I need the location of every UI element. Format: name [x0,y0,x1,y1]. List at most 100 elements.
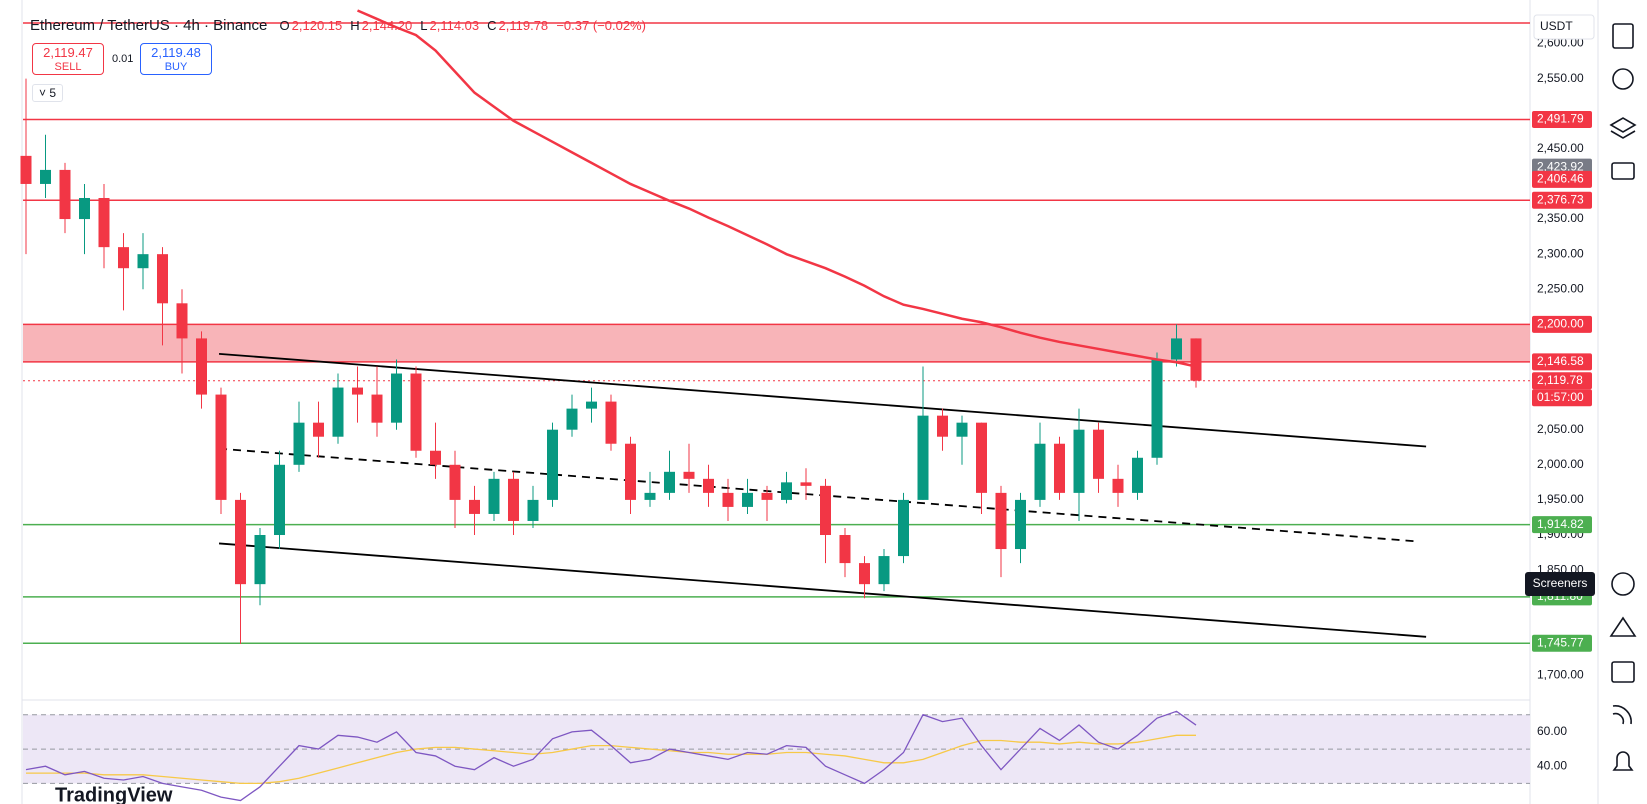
candle-body [878,556,890,585]
trendline [218,542,1427,638]
candle-body [469,499,480,514]
candle-body [20,155,32,184]
candle-body [40,169,51,184]
legend-header: Ethereum / TetherUS · 4h · Binance O 2,12… [30,17,648,34]
icon[interactable] [1611,162,1635,180]
icon[interactable] [1609,117,1637,139]
candle-body [79,197,90,220]
candle-body [488,478,500,514]
sell-price[interactable]: 2,119.47 [43,45,93,60]
candle-body [371,394,383,423]
candle-body [586,401,597,409]
candle-body [254,535,266,585]
indicators-toggle[interactable]: ˅ 5 [32,84,64,102]
right-toolbar [1609,23,1637,771]
price-tag-label: 2,200.00 [1537,317,1584,331]
candle-body [761,492,773,500]
icon[interactable] [1609,616,1637,637]
y-tick-label: 40.00 [1537,758,1567,772]
symbol: Ethereum / TetherUS · 4h · Binance [30,17,268,34]
price-tag-label: 2,423.92 [1537,159,1584,173]
price-tag-label: 2,491.79 [1537,112,1584,126]
candle-body [196,338,207,395]
y-tick-label: 2,450.00 [1537,141,1584,155]
price-tag [1532,170,1592,188]
candle-body [976,422,987,493]
candle-body [781,482,792,500]
ohlc-key: C [487,18,497,33]
candle-body [274,464,285,536]
candle-body [352,387,363,395]
buy-button[interactable]: 2,119.48 BUY [140,43,212,75]
price-tag-label: 2,376.73 [1537,192,1584,206]
candle-body [995,492,1007,550]
candle-body [859,563,870,585]
ohlc-key: H [350,18,360,33]
candle-body [839,535,851,564]
ohlc-key: O [279,18,290,33]
candle-body [1112,478,1124,493]
candle-body [956,422,968,437]
candle-body [703,478,714,493]
candle-body [1054,443,1065,493]
candle-body [508,478,519,521]
sell-button[interactable]: 2,119.47 SELL [32,43,104,75]
price-tag-label: 1,745.77 [1537,635,1584,649]
tooltip-bg [1525,572,1595,596]
sell-label[interactable]: SELL [54,61,82,73]
countdown-tag [1532,389,1592,407]
currency-button[interactable] [1533,14,1595,40]
candle-body [683,471,695,479]
candle-body [1171,338,1182,360]
candle-body [59,169,71,220]
icon[interactable] [1612,23,1634,49]
icon[interactable] [1612,68,1634,90]
indicators-count[interactable]: 5 [49,86,57,100]
left-toolbar [0,0,22,804]
change: −0.37 (−0.02%) [556,18,646,33]
logo: TradingView [55,784,173,804]
y-tick-label: 2,300.00 [1537,246,1584,260]
candle-body [1093,429,1104,479]
candle-body [605,401,617,444]
candle-body [1073,429,1085,493]
buy-price[interactable]: 2,119.48 [151,45,201,60]
price-tag [1532,111,1592,129]
moving-average [357,9,1197,368]
candle-body [1132,457,1143,493]
candle-body [722,492,734,507]
trendline [218,447,1417,543]
candle-body [820,485,831,536]
candle-body [917,415,929,500]
candle-body [449,464,461,500]
currency[interactable]: USDT [1540,19,1573,33]
candle-body [176,303,188,339]
candle-body [410,373,422,451]
y-tick-label: 1,700.00 [1537,668,1584,682]
trendline [218,352,1427,448]
quantity: 0.01 [112,53,134,65]
candle-body [625,443,636,500]
rsi-line [25,710,1197,802]
price-tag [1532,634,1592,652]
candle-body [137,254,149,269]
icon[interactable] [1612,705,1632,725]
buy-label[interactable]: BUY [164,61,188,73]
plot: 2,600.002,550.002,450.002,350.002,300.00… [20,9,1592,802]
icon[interactable] [1611,572,1635,596]
price-tag [1532,372,1592,390]
price-tag [1532,315,1592,333]
icon[interactable] [1611,661,1635,683]
candle-body [566,408,578,430]
candle-body [215,394,227,500]
candle-body [313,422,324,437]
candle-body [644,492,656,500]
price-tag-label: 2,146.58 [1537,354,1584,368]
candle-body [800,482,812,486]
ohlc: O 2,120.15 H 2,144.20 L 2,114.03 C 2,119.78 [274,17,551,34]
icon[interactable] [1612,751,1634,771]
price-tag [1532,353,1592,371]
